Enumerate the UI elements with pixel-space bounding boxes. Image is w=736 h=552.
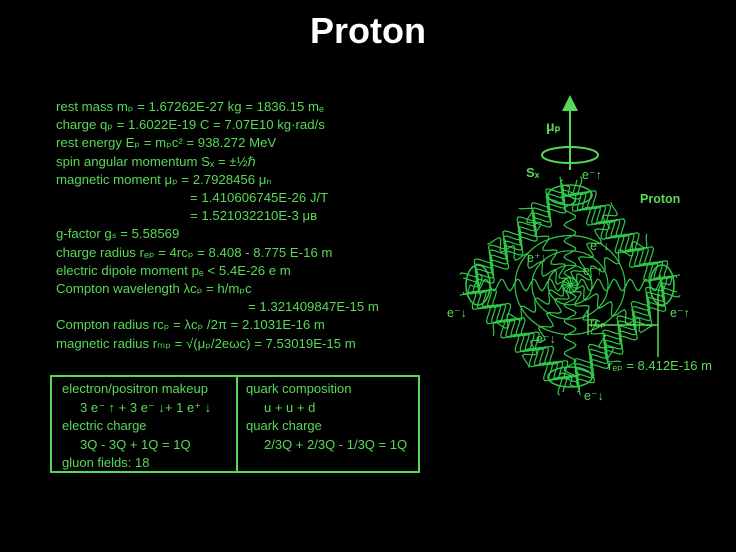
wave-strand <box>569 278 663 292</box>
magnetic-moment-bohr-line: = 1.521032210E-3 μʙ <box>56 207 456 225</box>
wave-strand <box>568 284 653 334</box>
wave-strand <box>475 189 578 293</box>
wave-strand <box>569 233 648 289</box>
composition-table: electron/positron makeup 3 e⁻ ↑ + 3 e⁻ ↓… <box>50 375 420 473</box>
quark-composition-heading: quark composition <box>246 381 352 396</box>
wave-strand <box>518 207 574 286</box>
wave-strand <box>472 277 578 380</box>
electron-loop <box>547 184 593 206</box>
charge-line: charge qₚ = 1.6022E-19 C = 7.07E10 kg·ra… <box>56 117 325 133</box>
wave-strand <box>569 202 619 287</box>
spin-line: spin angular momentum Sₓ = ±½ℏ <box>56 153 256 169</box>
wave-strand <box>475 194 581 296</box>
positron-label: e⁺↓ <box>527 251 547 265</box>
electron-mid-label: e⁻↑ <box>583 264 603 278</box>
quark-column: quark composition u + u + d quark charge… <box>246 380 407 454</box>
wave-strand <box>492 281 571 337</box>
compton-wavelength-value-line: = 1.321409847E-15 m <box>56 298 456 316</box>
electron-makeup-heading: electron/positron makeup <box>62 381 208 396</box>
electric-charge-value: 3Q - 3Q + 1Q = 1Q <box>80 436 191 452</box>
g-factor-line: g-factor gₛ = 5.58569 <box>56 226 180 242</box>
wave-strand <box>562 277 665 383</box>
dipole-moment-line: electric dipole moment pₑ < 5.4E-26 e m <box>56 262 291 278</box>
electron-bottom-inner-label: e⁻↓ <box>536 332 556 346</box>
compton-wavelength-line: Compton wavelength λᴄₚ = h/mₚc <box>56 281 252 297</box>
mu-label: μₚ <box>546 118 561 134</box>
wave-strand <box>559 274 665 378</box>
wave-strand <box>487 236 572 286</box>
quark-composition-row: u + u + d <box>246 399 407 418</box>
rotation-ellipse <box>541 146 599 164</box>
wave-strand <box>469 184 571 288</box>
proton-diagram: μₚ Sₓ Proton e⁻↑ e⁻↓ e⁺↓ e⁻↑ e⁻↓ e⁻↑ e⁻↓… <box>440 95 736 425</box>
rest-energy-line: rest energy Eₚ = mₚc² = 938.272 MeV <box>56 135 277 151</box>
quark-charge-heading: quark charge <box>246 418 322 433</box>
wave-strand <box>563 284 577 378</box>
compton-wavelength-value: = 1.321409847E-15 m <box>248 299 379 315</box>
quark-composition-value: u + u + d <box>264 399 316 415</box>
electron-right-label: e⁻↑ <box>670 306 690 320</box>
quark-charge-value: 2/3Q + 2/3Q - 1/3Q = 1Q <box>264 436 408 452</box>
wave-strand <box>566 284 622 363</box>
electron-inner-label: e⁻↓ <box>590 239 610 253</box>
electron-makeup-row: 3 e⁻ ↑ + 3 e⁻ ↓+ 1 e⁺ ↓ <box>62 399 211 418</box>
quark-charge-row: 2/3Q + 2/3Q - 1/3Q = 1Q <box>246 436 407 455</box>
wave-strand <box>477 274 581 380</box>
proton-structure-illustration <box>459 95 681 396</box>
wave-strand <box>562 192 668 293</box>
spin-label: Sₓ <box>526 165 540 180</box>
compton-radius-label: rᴄₚ <box>590 316 606 330</box>
wave-strand <box>563 192 577 286</box>
page-title: Proton <box>310 10 426 51</box>
properties-list: rest mass mₚ = 1.67262E-27 kg = 1836.15 … <box>56 98 456 353</box>
wave-strand <box>521 283 571 368</box>
inner-ring <box>531 250 609 320</box>
compton-radius-line: Compton radius rᴄₚ = λᴄₚ /2π = 2.1031E-1… <box>56 317 325 333</box>
inner-ring <box>514 234 626 336</box>
wave-field <box>459 176 681 396</box>
electric-charge-row: 3Q - 3Q + 1Q = 1Q <box>62 436 211 455</box>
magnetic-radius-line: magnetic radius rₘₚ = √(μₚ/2eωᴄ) = 7.530… <box>56 335 356 351</box>
proton-label: Proton <box>640 192 681 206</box>
electron-makeup-value: 3 e⁻ ↑ + 3 e⁻ ↓+ 1 e⁺ ↓ <box>80 399 212 415</box>
electron-loop <box>465 264 491 306</box>
magnetic-moment-jt: = 1.410606745E-26 J/T <box>190 190 329 206</box>
wave-strand <box>567 186 673 286</box>
electron-left-label: e⁻↓ <box>447 306 467 320</box>
electron-makeup-column: electron/positron makeup 3 e⁻ ↑ + 3 e⁻ ↓… <box>62 380 211 473</box>
wave-strand <box>559 192 663 296</box>
electric-charge-heading: electric charge <box>62 418 147 433</box>
wave-strand <box>477 278 571 292</box>
charge-radius-line: charge radius rₑₚ = 4rᴄₚ = 8.408 - 8.775… <box>56 244 333 260</box>
table-divider <box>236 377 238 471</box>
charge-radius-label: rₑₚ = 8.412E-16 m <box>608 358 712 373</box>
electron-bottom-label: e⁻↓ <box>584 389 604 403</box>
inner-ring <box>547 264 593 306</box>
wave-strand <box>467 284 573 386</box>
wave-strand <box>569 282 671 388</box>
magnetic-moment-bohr: = 1.521032210E-3 μʙ <box>190 208 318 224</box>
electron-loop <box>547 366 593 388</box>
magnetic-moment-line: magnetic moment μₚ = 2.7928456 μₙ <box>56 171 272 187</box>
wave-strand <box>462 179 565 283</box>
wave-strand <box>575 287 678 393</box>
magnetic-moment-jt-line: = 1.410606745E-26 J/T <box>56 189 456 207</box>
rest-mass-line: rest mass mₚ = 1.67262E-27 kg = 1836.15 … <box>56 99 324 114</box>
electron-top-label: e⁻↑ <box>582 168 602 182</box>
electron-loop <box>649 264 675 306</box>
gluon-fields: gluon fields: 18 <box>62 455 150 470</box>
